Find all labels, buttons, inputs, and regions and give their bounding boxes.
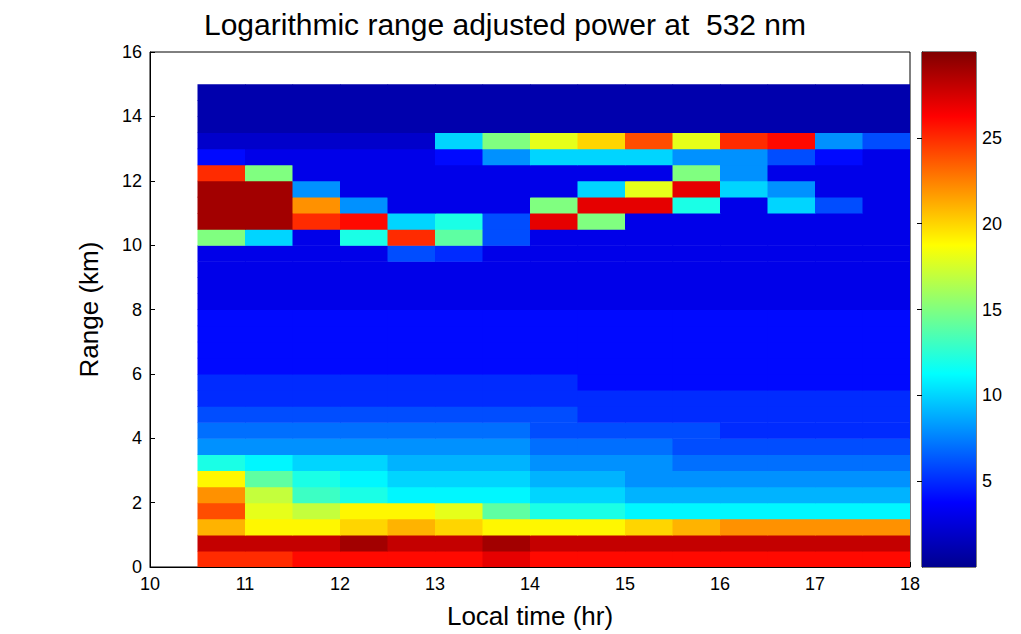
svg-text:8: 8	[132, 300, 142, 320]
svg-text:0: 0	[132, 557, 142, 577]
svg-text:15: 15	[982, 300, 1002, 320]
svg-text:10: 10	[982, 385, 1002, 405]
svg-text:13: 13	[425, 574, 445, 594]
svg-text:Local time (hr): Local time (hr)	[447, 601, 613, 631]
svg-text:25: 25	[982, 128, 1002, 148]
svg-text:18: 18	[900, 574, 920, 594]
svg-text:2: 2	[132, 493, 142, 513]
svg-text:11: 11	[236, 574, 255, 594]
svg-text:15: 15	[615, 574, 635, 594]
svg-text:5: 5	[982, 471, 992, 491]
svg-text:Range (km): Range (km)	[74, 242, 104, 378]
svg-text:14: 14	[122, 106, 142, 126]
svg-text:20: 20	[982, 214, 1002, 234]
svg-text:6: 6	[132, 364, 142, 384]
svg-text:17: 17	[805, 574, 825, 594]
svg-text:10: 10	[122, 235, 142, 255]
svg-text:12: 12	[330, 574, 350, 594]
svg-text:Logarithmic range adjusted pow: Logarithmic range adjusted power at 532 …	[204, 8, 806, 41]
svg-text:16: 16	[122, 42, 142, 62]
svg-text:12: 12	[122, 171, 142, 191]
svg-text:10: 10	[140, 574, 160, 594]
svg-text:14: 14	[520, 574, 540, 594]
svg-text:4: 4	[132, 428, 142, 448]
svg-text:16: 16	[710, 574, 730, 594]
